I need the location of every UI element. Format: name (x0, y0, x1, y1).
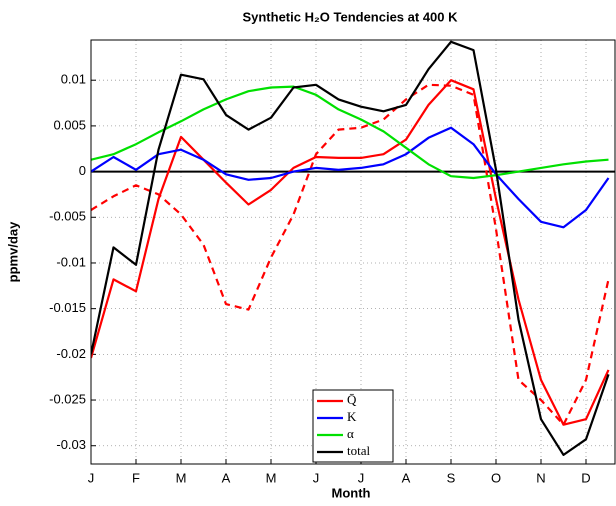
y-axis-label: ppmv/day (5, 221, 20, 282)
series-line (91, 83, 610, 426)
y-tick-label: -0.025 (49, 391, 86, 406)
y-tick-label: -0.01 (56, 254, 86, 269)
y-tick-label: -0.005 (49, 209, 86, 224)
x-tick-label: J (358, 470, 365, 485)
x-tick-label: M (176, 470, 187, 485)
plot-frame (90, 39, 616, 465)
series-line (91, 40, 610, 456)
x-axis-label: Month (332, 485, 371, 500)
y-tick-label: -0.03 (56, 437, 86, 452)
x-tick-label: A (222, 470, 231, 485)
x-tick-label: J (313, 470, 320, 485)
y-tick-label: 0.01 (61, 72, 86, 87)
series-line (91, 126, 610, 229)
legend-label: total (347, 443, 370, 458)
y-tick-label: 0 (79, 163, 86, 178)
x-tick-label: S (447, 470, 456, 485)
series-line (91, 79, 610, 426)
legend-label: Q̄ (347, 392, 357, 407)
legend-label: α (347, 426, 354, 441)
x-tick-label: D (581, 470, 590, 485)
x-tick-label: M (266, 470, 277, 485)
x-tick-label: O (491, 470, 501, 485)
y-tick-label: -0.015 (49, 300, 86, 315)
chart-title: Synthetic H₂O Tendencies at 400 K (242, 9, 458, 24)
legend-label: K (347, 409, 357, 424)
x-tick-label: A (402, 470, 411, 485)
series-line (91, 85, 609, 180)
x-tick-label: J (88, 470, 95, 485)
x-tick-label: N (536, 470, 545, 485)
y-tick-label: -0.02 (56, 346, 86, 361)
y-tick-label: 0.005 (53, 117, 86, 132)
x-tick-label: F (132, 470, 140, 485)
